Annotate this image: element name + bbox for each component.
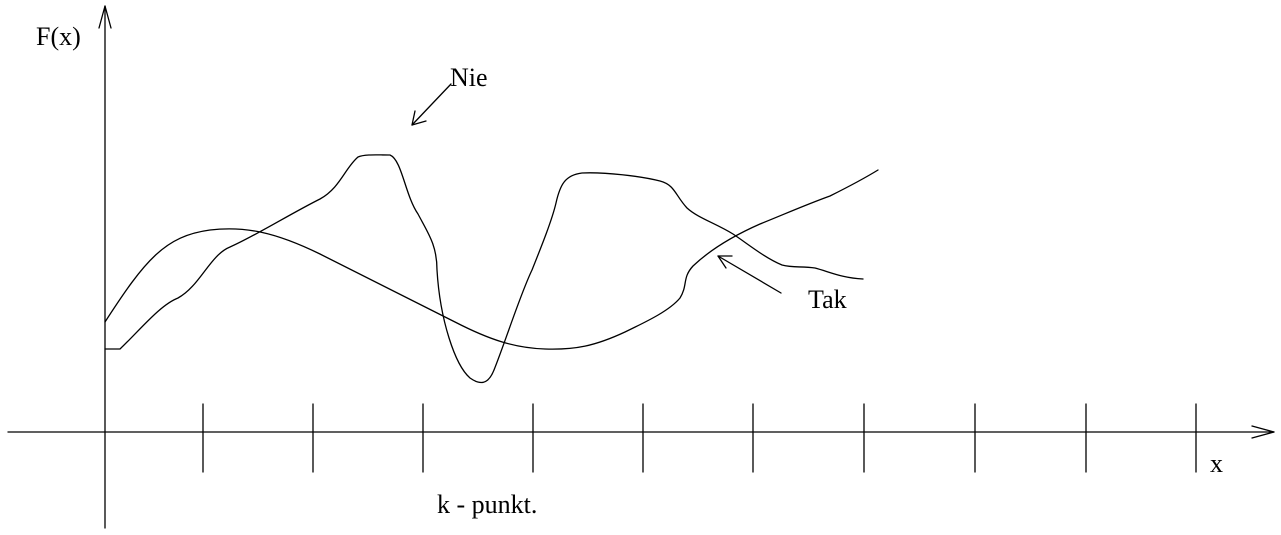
axes bbox=[7, 5, 1275, 529]
tick-marks bbox=[202, 403, 1197, 473]
x-axis-arrowhead bbox=[1251, 425, 1275, 439]
ticks-caption: k - punkt. bbox=[437, 490, 537, 519]
tak-arrow-head bbox=[717, 255, 733, 269]
annotation-arrows bbox=[411, 83, 782, 294]
x-axis-label: x bbox=[1210, 449, 1223, 478]
tak-arrow-shaft bbox=[717, 255, 782, 294]
tak-label: Tak bbox=[808, 285, 847, 314]
y-axis-arrowhead bbox=[98, 5, 112, 29]
nie-arrow-shaft bbox=[411, 83, 452, 126]
wiggly-curve bbox=[104, 154, 864, 384]
nie-label: Nie bbox=[450, 63, 488, 92]
y-axis-label: F(x) bbox=[36, 22, 81, 51]
nie-arrow-head bbox=[411, 110, 427, 126]
smooth-curve bbox=[104, 169, 879, 350]
